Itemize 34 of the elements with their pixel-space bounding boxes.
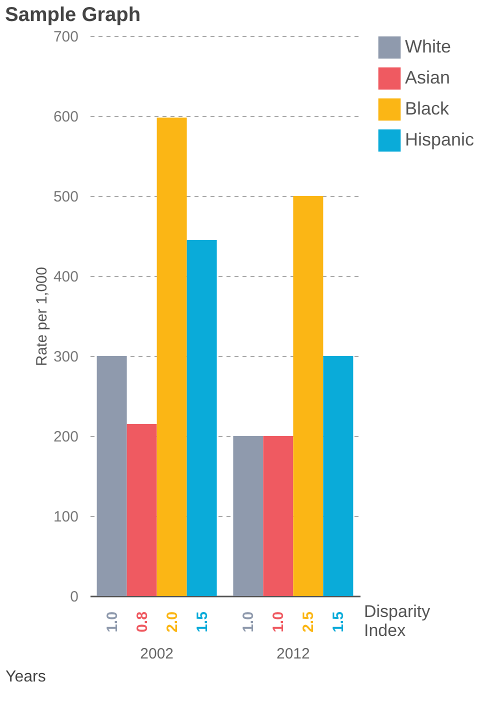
bar [156,118,187,596]
legend-label: Asian [405,68,450,88]
y-axis-title: Rate per 1,000 [33,266,50,366]
y-tick-label: 600 [53,108,78,126]
text: 1.0 [104,612,121,632]
text: 1.5 [194,612,211,632]
legend-label: Black [405,98,450,118]
y-tick-label: 0 [70,588,78,606]
bar [186,240,217,596]
x-tick-label: 2012 [276,646,310,662]
x-tick-label: 2002 [140,646,174,662]
y-tick-label: 500 [53,188,78,206]
text: 0.8 [134,612,151,632]
y-tick-label: 100 [53,508,78,526]
legend-label: White [405,36,452,56]
bar [293,196,324,596]
text: 2.5 [300,612,318,632]
bar [96,356,127,596]
text: 2.0 [164,612,181,632]
text: 1.5 [330,612,348,632]
bar [233,436,264,596]
bar [323,356,354,596]
y-tick-label: 400 [53,268,78,286]
bar [126,424,157,596]
bar [263,436,294,596]
y-tick-label: 300 [53,348,78,366]
y-tick-label: 200 [53,428,78,446]
chart-title: Sample Graph [5,4,141,26]
text: Disparity Index [364,602,431,640]
y-tick-label: 700 [53,28,78,46]
text: 1.0 [270,612,288,632]
legend-label: Hispanic [405,130,474,150]
x-axis-title: Years [6,668,46,686]
text: 1.0 [240,612,258,632]
